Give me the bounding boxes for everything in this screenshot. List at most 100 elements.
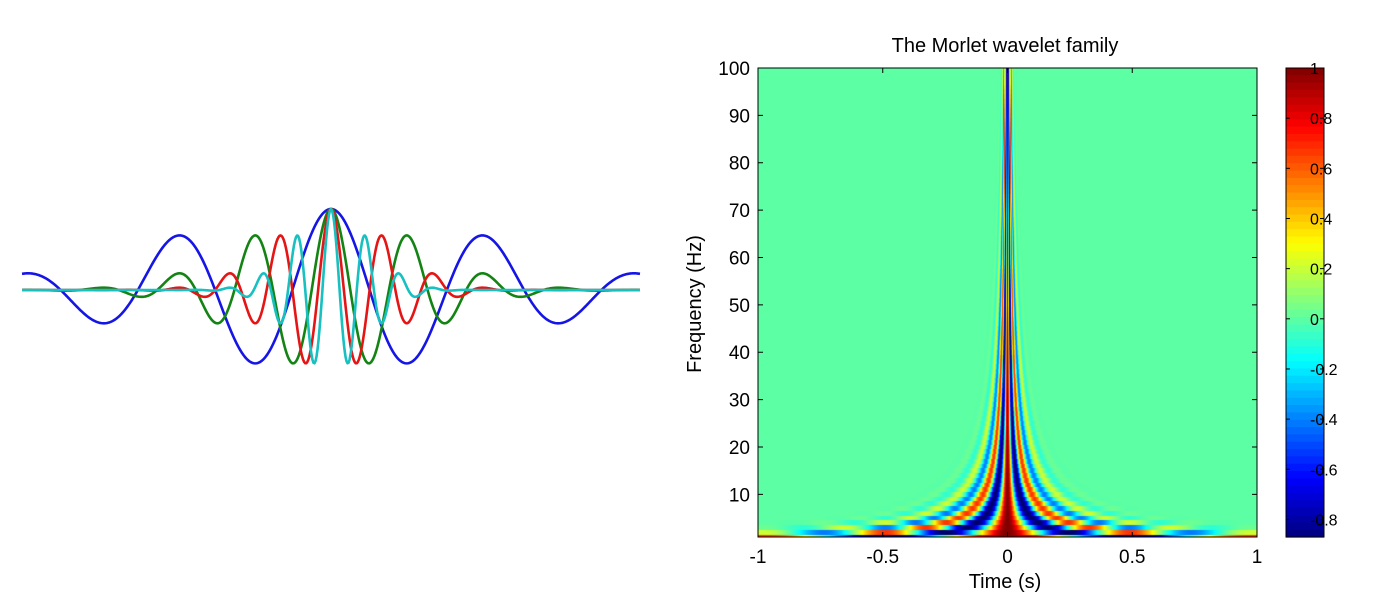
colorbar-band — [1286, 383, 1324, 392]
colorbar-band — [1286, 133, 1324, 142]
colorbar-band — [1286, 485, 1324, 494]
colorbar-band — [1286, 177, 1324, 186]
y-tick-label: 70 — [729, 201, 750, 222]
colorbar-band — [1286, 214, 1324, 223]
colorbar-band — [1286, 331, 1324, 340]
colorbar-axis: 1 0.8 0.6 0.4 0.2 0 -0.2 -0.4 -0.6 -0.8 — [1286, 61, 1338, 529]
colorbar-band — [1286, 302, 1324, 311]
colorbar-tick-label: -0.6 — [1310, 462, 1338, 479]
colorbar-band — [1286, 163, 1324, 172]
y-tick-label: 10 — [729, 485, 750, 506]
colorbar-band — [1286, 515, 1324, 523]
wavelet-series-4 — [21, 207, 641, 365]
colorbar-band — [1286, 463, 1324, 472]
y-tick-label: 100 — [718, 59, 750, 80]
colorbar-band — [1286, 397, 1324, 406]
colorbar-tick-label: 0.6 — [1310, 161, 1332, 178]
y-tick-label: 40 — [729, 343, 750, 364]
colorbar-band — [1286, 280, 1324, 289]
colorbar-tick-label: -0.4 — [1310, 412, 1338, 429]
x-tick-label: 1 — [1252, 547, 1263, 568]
colorbar-band — [1286, 185, 1324, 194]
colorbar-band — [1286, 441, 1324, 450]
colorbar-band — [1286, 368, 1324, 377]
colorbar-band — [1286, 258, 1324, 267]
colorbar-band — [1286, 339, 1324, 348]
colorbar-tick-label: -0.2 — [1310, 362, 1338, 379]
colorbar-band — [1286, 104, 1324, 113]
wavelet-series-group — [21, 207, 641, 365]
colorbar-band — [1286, 221, 1324, 230]
colorbar-band — [1286, 251, 1324, 260]
colorbar-band — [1286, 478, 1324, 487]
colorbar-band — [1286, 236, 1324, 245]
colorbar-band — [1286, 148, 1324, 157]
colorbar-band — [1286, 170, 1324, 179]
colorbar-band — [1286, 75, 1324, 84]
colorbar-band — [1286, 295, 1324, 304]
colorbar-band — [1286, 155, 1324, 164]
colorbar-band — [1286, 412, 1324, 421]
x-axis: -1 -0.5 0 0.5 1 — [750, 68, 1263, 568]
colorbar-band — [1286, 353, 1324, 362]
colorbar-frame — [1285, 67, 1325, 538]
y-axis-label: Frequency (Hz) — [684, 235, 706, 373]
x-tick-label: 0.5 — [1119, 547, 1145, 568]
colorbar-band — [1286, 141, 1324, 150]
colorbar-band — [1286, 390, 1324, 399]
colorbar-band — [1286, 273, 1324, 282]
colorbar-band — [1286, 500, 1324, 509]
colorbar-band — [1286, 82, 1324, 91]
y-axis: 10 20 30 40 50 60 70 80 90 100 — [718, 59, 1257, 506]
colorbar-band — [1286, 207, 1324, 216]
colorbar-band — [1286, 456, 1324, 465]
colorbar-band — [1286, 361, 1324, 370]
y-tick-label: 80 — [729, 154, 750, 175]
colorbar-band — [1286, 199, 1324, 208]
colorbar-band — [1286, 449, 1324, 457]
colorbar-band — [1286, 405, 1324, 414]
colorbar — [1286, 68, 1324, 538]
y-tick-label: 20 — [729, 438, 750, 459]
colorbar-band — [1286, 243, 1324, 252]
x-tick-label: -1 — [750, 547, 767, 568]
x-tick-label: 0 — [1002, 547, 1013, 568]
colorbar-band — [1286, 434, 1324, 443]
colorbar-band — [1286, 529, 1324, 538]
colorbar-band — [1286, 522, 1324, 531]
heatmap-image — [758, 68, 1257, 537]
y-tick-label: 30 — [729, 391, 750, 412]
colorbar-tick-label: -0.8 — [1310, 512, 1338, 529]
x-tick-label: -0.5 — [866, 547, 899, 568]
colorbar-tick-label: 0.4 — [1310, 211, 1332, 228]
colorbar-band — [1286, 375, 1324, 384]
colorbar-band — [1286, 97, 1324, 106]
colorbar-band — [1286, 317, 1324, 326]
colorbar-band — [1286, 493, 1324, 501]
colorbar-band — [1286, 427, 1324, 436]
colorbar-band — [1286, 324, 1324, 333]
y-tick-label: 50 — [729, 296, 750, 317]
y-tick-label: 90 — [729, 106, 750, 127]
colorbar-band — [1286, 507, 1324, 516]
colorbar-band — [1286, 68, 1324, 76]
colorbar-band — [1286, 229, 1324, 238]
colorbar-tick-label: 0.8 — [1310, 111, 1332, 128]
colorbar-band — [1286, 119, 1324, 128]
colorbar-band — [1286, 89, 1324, 98]
colorbar-tick-label: 0 — [1310, 312, 1319, 329]
chart-title: The Morlet wavelet family — [892, 35, 1119, 57]
colorbar-tick-label: 1 — [1310, 61, 1319, 78]
x-axis-label: Time (s) — [969, 571, 1042, 593]
colorbar-band — [1286, 111, 1324, 120]
colorbar-band — [1286, 309, 1324, 318]
y-tick-label: 60 — [729, 248, 750, 269]
colorbar-band — [1286, 419, 1324, 428]
colorbar-band — [1286, 265, 1324, 274]
colorbar-band — [1286, 192, 1324, 201]
colorbar-band — [1286, 471, 1324, 479]
colorbar-tick-label: 0.2 — [1310, 262, 1332, 279]
colorbar-band — [1286, 287, 1324, 296]
